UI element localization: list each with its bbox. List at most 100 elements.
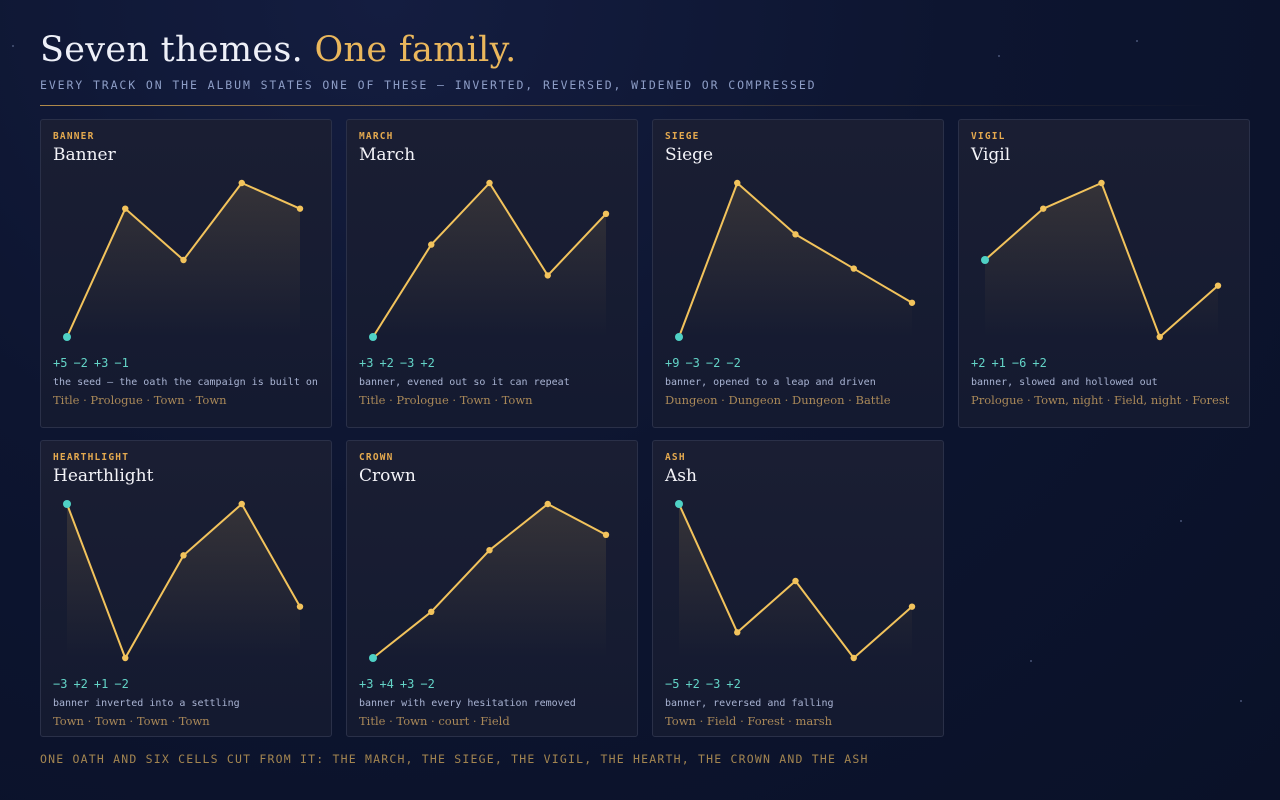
card-title: Banner bbox=[53, 145, 116, 165]
steps: +9 −3 −2 −2 bbox=[665, 355, 931, 371]
star bbox=[998, 55, 1000, 57]
card: ASH Ash −5 +2 −3 +2 banner, reversed and falli… bbox=[652, 440, 944, 737]
point bbox=[544, 272, 551, 279]
point bbox=[63, 500, 71, 508]
kicker: VIGIL bbox=[971, 131, 1006, 142]
places: Prologue · Town, night · Field, night · … bbox=[971, 393, 1230, 407]
kicker: BANNER bbox=[53, 131, 95, 142]
step: +1 bbox=[93, 677, 109, 691]
point bbox=[981, 256, 989, 264]
kicker: SIEGE bbox=[665, 131, 700, 142]
point bbox=[63, 333, 71, 341]
steps: +3 +2 −3 +2 bbox=[359, 355, 625, 371]
step: +9 bbox=[665, 356, 680, 370]
places: Town · Town · Town · Town bbox=[53, 714, 210, 728]
point bbox=[734, 629, 741, 636]
title-main: Seven themes. bbox=[40, 30, 304, 70]
step: +3 bbox=[93, 356, 109, 370]
caption: banner with every hesitation removed bbox=[359, 698, 576, 709]
point bbox=[369, 654, 377, 662]
star bbox=[1180, 520, 1182, 522]
card: BANNER Banner +5 −2 +3 −1 the seed — the oath … bbox=[40, 119, 332, 428]
star bbox=[12, 45, 14, 47]
chart bbox=[369, 500, 610, 662]
kicker: MARCH bbox=[359, 131, 394, 142]
point bbox=[1098, 179, 1105, 187]
card-title: Siege bbox=[665, 145, 714, 165]
card: MARCH March +3 +2 −3 +2 banner, evened out so … bbox=[346, 119, 638, 428]
point bbox=[908, 603, 916, 610]
step: −2 bbox=[705, 356, 721, 370]
area bbox=[67, 504, 300, 658]
chart bbox=[63, 179, 304, 341]
card-title: Crown bbox=[359, 466, 416, 486]
point bbox=[238, 500, 245, 508]
footer: ONE OATH AND SIX CELLS CUT FROM IT: THE … bbox=[40, 752, 869, 766]
step: +2 bbox=[420, 356, 435, 370]
card: HEARTHLIGHT Hearthlight −3 +2 +1 −2 banner inv… bbox=[40, 440, 332, 737]
step: +2 bbox=[971, 356, 986, 370]
area bbox=[373, 504, 606, 658]
chart bbox=[675, 500, 916, 662]
step: −5 bbox=[665, 677, 680, 691]
point bbox=[675, 500, 683, 508]
step: −2 bbox=[420, 677, 435, 691]
point bbox=[908, 299, 916, 306]
area bbox=[679, 183, 912, 337]
chart bbox=[981, 179, 1222, 341]
point bbox=[850, 265, 857, 272]
page-title: Seven themes. One family. bbox=[40, 30, 517, 70]
card-title: Ash bbox=[665, 466, 697, 486]
point bbox=[428, 608, 435, 615]
card: SIEGE Siege +9 −3 −2 −2 banner, opened to a le… bbox=[652, 119, 944, 428]
step: +2 bbox=[379, 356, 394, 370]
caption: banner inverted into a settling bbox=[53, 698, 240, 709]
star bbox=[1136, 40, 1138, 42]
point bbox=[122, 654, 129, 662]
step: +2 bbox=[73, 677, 88, 691]
step: −2 bbox=[73, 356, 88, 370]
step: +2 bbox=[1032, 356, 1047, 370]
divider bbox=[40, 105, 1220, 106]
places: Town · Field · Forest · marsh bbox=[665, 714, 833, 728]
step: +3 bbox=[399, 677, 415, 691]
steps: +3 +4 +3 −2 bbox=[359, 676, 625, 692]
star bbox=[1030, 660, 1032, 662]
point bbox=[369, 333, 377, 341]
places: Dungeon · Dungeon · Dungeon · Battle bbox=[665, 393, 891, 407]
chart bbox=[675, 179, 916, 341]
point bbox=[675, 333, 683, 341]
caption: banner, slowed and hollowed out bbox=[971, 377, 1158, 388]
card-title: March bbox=[359, 145, 416, 165]
point bbox=[428, 241, 435, 248]
steps: −5 +2 −3 +2 bbox=[665, 676, 931, 692]
steps: +5 −2 +3 −1 bbox=[53, 355, 319, 371]
step: −6 bbox=[1011, 356, 1027, 370]
title-accent: One family. bbox=[314, 30, 517, 70]
step: +1 bbox=[991, 356, 1006, 370]
steps: −3 +2 +1 −2 bbox=[53, 676, 319, 692]
star bbox=[1240, 700, 1242, 702]
step: −3 bbox=[685, 356, 700, 370]
steps: +2 +1 −6 +2 bbox=[971, 355, 1237, 371]
point bbox=[296, 205, 304, 212]
area bbox=[373, 183, 606, 337]
point bbox=[486, 179, 493, 187]
step: −3 bbox=[399, 356, 415, 370]
point bbox=[296, 603, 304, 610]
card: VIGIL Vigil +2 +1 −6 +2 banner, slowed and hol… bbox=[958, 119, 1250, 428]
step: +4 bbox=[379, 677, 394, 691]
step: −3 bbox=[705, 677, 721, 691]
point bbox=[1214, 282, 1222, 289]
point bbox=[1156, 333, 1163, 341]
card-title: Vigil bbox=[971, 145, 1011, 165]
card-title: Hearthlight bbox=[53, 466, 154, 486]
point bbox=[792, 577, 799, 585]
chart bbox=[63, 500, 304, 662]
step: +3 bbox=[359, 677, 374, 691]
chart bbox=[369, 179, 610, 341]
step: −2 bbox=[726, 356, 741, 370]
caption: banner, evened out so it can repeat bbox=[359, 377, 570, 388]
subtitle: EVERY TRACK ON THE ALBUM STATES ONE OF T… bbox=[40, 78, 817, 92]
point bbox=[602, 210, 610, 217]
